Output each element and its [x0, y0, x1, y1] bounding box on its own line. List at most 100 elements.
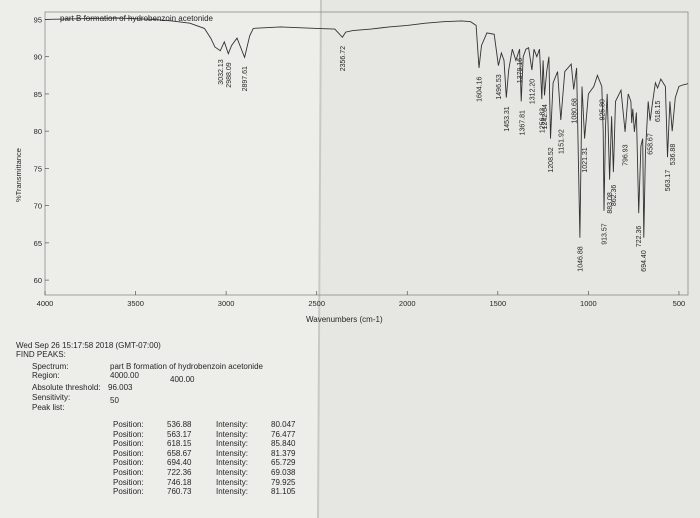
- peak-label: 2988.09: [226, 62, 233, 87]
- sensitivity-value: 50: [110, 396, 119, 405]
- peak-label: 694.40: [641, 250, 648, 272]
- intensity-value: 76.477: [271, 429, 296, 439]
- intensity-value: 85.840: [271, 439, 296, 449]
- position-label: Position:: [113, 439, 144, 449]
- position-value: 694.40: [167, 458, 192, 468]
- position-label: Position:: [113, 448, 144, 458]
- peak-label: 913.57: [602, 223, 609, 245]
- position-label: Position:: [113, 487, 144, 497]
- peak-label: 1496.53: [496, 74, 503, 99]
- peak-row: Position: 760.73 Intensity: 81.105: [113, 487, 333, 497]
- peak-label: 3032.13: [218, 59, 225, 84]
- peak-label: 1256.83: [539, 108, 546, 133]
- peak-row: Position: 536.88 Intensity: 80.047: [113, 420, 333, 430]
- x-tick-label: 2500: [308, 299, 325, 308]
- spectrum-value: part B formation of hydrobenzoin acetoni…: [110, 362, 263, 371]
- peak-label: 722.36: [636, 226, 643, 248]
- position-label: Position:: [113, 429, 144, 439]
- y-tick-label: 85: [34, 90, 42, 99]
- x-tick-label: 3000: [218, 299, 235, 308]
- peak-label: 563.17: [665, 170, 672, 192]
- y-axis: 60 65 70 75 80 85 90 95: [34, 15, 49, 285]
- y-tick-label: 80: [34, 127, 42, 136]
- peak-label: 1453.31: [504, 106, 511, 131]
- peak-row: Position: 722.36 Intensity: 69.038: [113, 468, 333, 478]
- y-tick-label: 65: [34, 239, 42, 248]
- peak-label: 1604.16: [477, 76, 484, 101]
- chart-title: part B formation of hydrobenzoin acetoni…: [60, 14, 214, 23]
- peak-labels: 3032.13 2988.09 2897.61 2356.72 1604.16 1496.…: [218, 46, 677, 272]
- region-label: Region:: [32, 371, 60, 380]
- position-value: 760.73: [167, 487, 192, 497]
- intensity-label: Intensity:: [216, 477, 249, 487]
- peak-row: Position: 658.67 Intensity: 81.379: [113, 449, 333, 459]
- region-to: 400.00: [170, 375, 195, 384]
- x-tick-label: 4000: [37, 299, 54, 308]
- y-tick-label: 60: [34, 276, 42, 285]
- peak-label: 618.15: [655, 100, 662, 122]
- intensity-value: 79.925: [271, 477, 296, 487]
- intensity-label: Intensity:: [216, 429, 249, 439]
- peak-label: 1242.64: [542, 104, 549, 129]
- peak-label: 1312.20: [529, 79, 536, 104]
- position-value: 536.88: [167, 420, 192, 429]
- peak-label: 1021.31: [582, 147, 589, 172]
- peak-label: 536.88: [670, 144, 677, 166]
- intensity-label: Intensity:: [216, 487, 249, 497]
- x-tick-label: 500: [673, 299, 686, 308]
- peak-label: 925.80: [599, 99, 606, 121]
- peak-row: Position: 694.40 Intensity: 65.729: [113, 458, 333, 468]
- y-tick-label: 70: [34, 202, 42, 211]
- peak-label: 2356.72: [340, 46, 347, 71]
- peak-label: 883.08: [607, 192, 614, 214]
- intensity-value: 65.729: [271, 458, 296, 468]
- peak-row: Position: 563.17 Intensity: 76.477: [113, 430, 333, 440]
- peak-label: 1046.88: [577, 246, 584, 271]
- y-tick-label: 90: [34, 53, 42, 62]
- sensitivity-label: Sensitivity:: [32, 393, 71, 402]
- spectrum-label: Spectrum:: [32, 362, 69, 371]
- report-timestamp: Wed Sep 26 15:17:58 2018 (GMT-07:00): [16, 341, 161, 350]
- intensity-value: 80.047: [271, 420, 296, 429]
- threshold-label: Absolute threshold:: [32, 383, 101, 392]
- position-value: 746.18: [167, 477, 192, 487]
- intensity-label: Intensity:: [216, 420, 249, 429]
- peak-label: 796.93: [623, 144, 630, 166]
- peak-row: Position: 618.15 Intensity: 85.840: [113, 439, 333, 449]
- peak-label: 658.67: [648, 133, 655, 155]
- peak-label: 1151.92: [558, 129, 565, 154]
- x-tick-label: 1000: [580, 299, 597, 308]
- peak-label: 2897.61: [242, 66, 249, 91]
- position-label: Position:: [113, 468, 144, 477]
- report-heading: FIND PEAKS:: [16, 350, 66, 359]
- plot-frame: [44, 11, 689, 296]
- intensity-label: Intensity:: [216, 439, 249, 449]
- peak-label: 1367.81: [519, 110, 526, 135]
- x-axis-label: Wavenumbers (cm-1): [306, 315, 383, 324]
- peak-label: 1208.52: [548, 147, 555, 172]
- intensity-label: Intensity:: [216, 458, 249, 468]
- x-tick-label: 3500: [127, 299, 144, 308]
- position-label: Position:: [113, 458, 144, 468]
- intensity-label: Intensity:: [216, 448, 249, 458]
- x-tick-label: 1500: [489, 299, 506, 308]
- threshold-value: 96.003: [108, 383, 133, 392]
- peak-row: Position: 746.18 Intensity: 79.925: [113, 478, 333, 488]
- region-from: 4000.00: [110, 371, 139, 380]
- x-axis: 4000 3500 3000 2500 2000 1500 1000 500: [37, 291, 686, 308]
- paper-page-left: [0, 0, 322, 518]
- position-value: 658.67: [167, 448, 192, 458]
- position-value: 722.36: [167, 468, 192, 477]
- intensity-value: 81.379: [271, 448, 296, 458]
- intensity-label: Intensity:: [216, 468, 249, 477]
- peak-label: 862.36: [611, 185, 618, 207]
- peak-label: 1379.16: [517, 58, 524, 83]
- position-label: Position:: [113, 477, 144, 487]
- position-value: 618.15: [167, 439, 192, 449]
- intensity-value: 81.105: [271, 487, 296, 497]
- peak-label: 1080.68: [571, 98, 578, 123]
- position-label: Position:: [113, 420, 144, 429]
- position-value: 563.17: [167, 429, 192, 439]
- intensity-value: 69.038: [271, 468, 296, 477]
